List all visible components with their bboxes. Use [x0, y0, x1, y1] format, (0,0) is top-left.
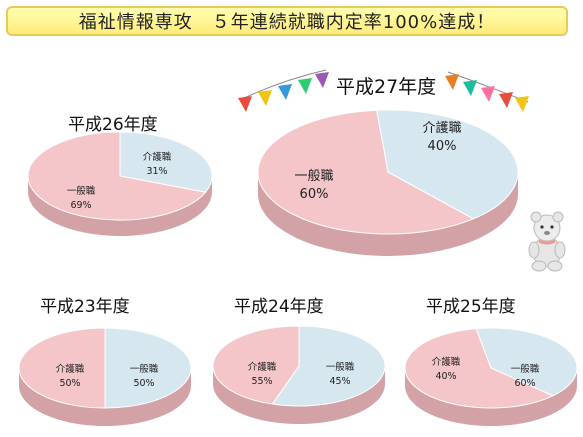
label-care: 介護職	[56, 363, 85, 375]
chart-title-h25: 平成25年度	[426, 297, 516, 317]
bunting-flag	[258, 90, 272, 106]
bunting-flag	[238, 96, 252, 112]
slice-care	[475, 327, 578, 397]
bunting-flag	[445, 74, 459, 90]
data-label: 50%	[133, 378, 154, 389]
bunting-flag	[481, 86, 495, 102]
pie-chart-2: 介護職 50% 一般職 50%	[18, 327, 192, 426]
bunting-flag	[315, 72, 329, 88]
data-label: 40%	[435, 371, 456, 382]
slice-care	[104, 327, 192, 409]
label-general: 一般職	[326, 361, 355, 373]
slice-care	[376, 109, 519, 220]
bunting-flag	[298, 78, 312, 94]
chart-title-h24: 平成24年度	[234, 297, 324, 317]
pie-chart-0: 介護職 40% 一般職 60%	[257, 109, 519, 256]
data-label: 60%	[514, 378, 535, 389]
bunting-flag	[278, 84, 292, 100]
teddy-bear-icon	[528, 211, 566, 272]
data-label: 50%	[59, 378, 80, 389]
page-banner: 福祉情報専攻 ５年連続就職内定率100%達成！	[6, 6, 568, 36]
data-label: 55%	[251, 376, 272, 387]
slice-general	[18, 327, 106, 409]
bunting-decoration	[238, 69, 529, 112]
chart-title-h27: 平成27年度	[336, 76, 437, 98]
slice-care	[271, 325, 386, 407]
slice-general	[257, 109, 475, 235]
label-care: 介護職	[422, 120, 461, 136]
slice-general	[27, 131, 207, 221]
bunting-flag	[499, 92, 513, 108]
label-general: 一般職	[511, 363, 540, 375]
chart-title-h23: 平成23年度	[40, 297, 130, 317]
data-label: 40%	[428, 139, 457, 154]
slice-general	[404, 328, 555, 409]
label-care: 介護職	[248, 361, 277, 373]
data-label: 31%	[146, 166, 167, 177]
slice-care	[119, 131, 213, 193]
bunting-flag	[515, 96, 529, 112]
pie-chart-4: 介護職 40% 一般職 60%	[404, 327, 578, 426]
chart-title-h26: 平成26年度	[68, 115, 158, 135]
data-label: 60%	[300, 187, 329, 202]
pie-chart-1: 介護職 31% 一般職 69%	[27, 131, 213, 236]
label-general: 一般職	[67, 185, 96, 197]
label-general: 一般職	[294, 168, 333, 184]
bunting-flag	[463, 80, 477, 96]
data-label: 69%	[70, 200, 91, 211]
slice-general	[212, 325, 300, 405]
pie-chart-3: 介護職 55% 一般職 45%	[212, 325, 386, 424]
data-label: 45%	[329, 376, 350, 387]
banner-title: 福祉情報専攻 ５年連続就職内定率100%達成！	[78, 12, 496, 33]
label-care: 介護職	[143, 151, 172, 163]
label-general: 一般職	[130, 363, 159, 375]
label-care: 介護職	[432, 356, 461, 368]
